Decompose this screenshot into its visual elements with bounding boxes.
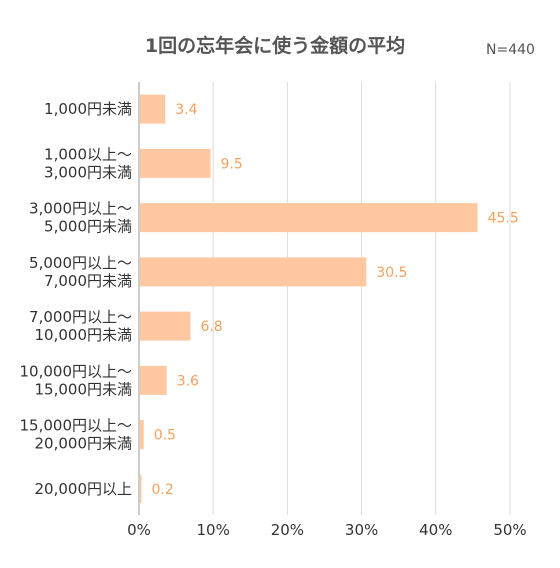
category-label: 7,000円以上〜 10,000円未満	[29, 308, 132, 344]
data-label: 45.5	[488, 211, 519, 227]
bar	[140, 365, 167, 395]
category-label: 3,000円以上〜 5,000円未満	[29, 200, 132, 236]
grid-lines	[138, 82, 511, 515]
bar	[140, 420, 144, 450]
category-label: 20,000円以上	[35, 480, 133, 498]
category-label-line: 3,000円未満	[44, 163, 132, 181]
x-tick-label: 0%	[127, 521, 151, 539]
bar	[140, 311, 191, 341]
bar	[140, 474, 142, 504]
x-tick-label: 20%	[271, 521, 304, 539]
data-label: 9.5	[220, 156, 242, 172]
category-label-line: 7,000円未満	[44, 272, 132, 290]
bar	[140, 148, 211, 178]
bar	[140, 203, 478, 233]
category-label-line: 10,000円未満	[35, 326, 133, 344]
category-label-line: 5,000円未満	[44, 218, 132, 236]
bars: 3.4 9.5 45.5 30.5 6.8 3.6 0.5 0.2	[140, 94, 519, 504]
category-label: 1,000以上〜 3,000円未満	[44, 145, 132, 181]
data-label: 6.8	[200, 319, 222, 335]
bar	[140, 94, 166, 124]
data-label: 3.4	[175, 102, 197, 118]
data-label: 0.5	[154, 428, 176, 444]
data-label: 3.6	[177, 373, 199, 389]
category-label: 1,000円未満	[44, 100, 132, 118]
sample-size: N=440	[486, 42, 535, 58]
category-label: 5,000円以上〜 7,000円未満	[29, 254, 132, 290]
category-label-line: 1,000以上〜	[44, 145, 132, 163]
category-label-line: 20,000円以上	[35, 480, 133, 498]
category-labels: 1,000円未満 1,000以上〜 3,000円未満 3,000円以上〜 5,000円未…	[20, 100, 133, 498]
x-tick-label: 10%	[197, 521, 230, 539]
category-label: 15,000円以上〜 20,000円未満	[20, 417, 133, 453]
x-axis-ticks: 0% 10% 20% 30% 40% 50%	[127, 521, 527, 539]
category-label-line: 10,000円以上〜	[20, 362, 133, 380]
chart-title: 1回の忘年会に使う金額の平均	[145, 34, 405, 57]
data-label: 0.2	[151, 482, 173, 498]
category-label-line: 5,000円以上〜	[29, 254, 132, 272]
category-label-line: 7,000円以上〜	[29, 308, 132, 326]
category-label-line: 15,000円未満	[35, 380, 133, 398]
x-tick-label: 30%	[345, 521, 378, 539]
category-label-line: 1,000円未満	[44, 100, 132, 118]
x-tick-label: 40%	[419, 521, 452, 539]
bar	[140, 257, 367, 287]
category-label: 10,000円以上〜 15,000円未満	[20, 362, 133, 398]
data-label: 30.5	[376, 265, 407, 281]
category-label-line: 3,000円以上〜	[29, 200, 132, 218]
category-label-line: 15,000円以上〜	[20, 417, 133, 435]
category-label-line: 20,000円未満	[35, 435, 133, 453]
x-tick-label: 50%	[493, 521, 526, 539]
